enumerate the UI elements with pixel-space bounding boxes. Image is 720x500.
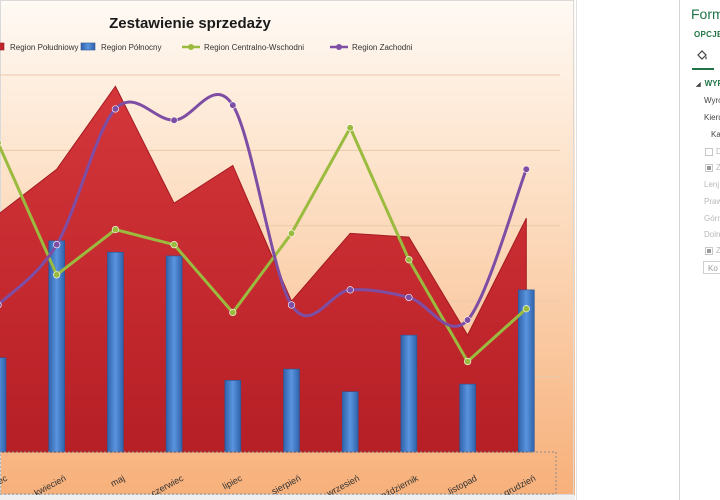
pane-item-direction: Wyro — [704, 96, 720, 105]
legend-label-1: Region Północny — [101, 43, 161, 52]
pane-item-left: Lenj — [704, 180, 720, 189]
point-series-1-3 — [170, 116, 178, 124]
divider — [576, 0, 577, 500]
chart-title: Zestawienie sprzedaży — [109, 15, 271, 32]
bar-region-polnocny-2 — [107, 251, 124, 453]
pane-item-right: Praw — [704, 197, 720, 206]
category-axis-box — [0, 451, 557, 495]
point-series-0-2 — [111, 225, 119, 234]
pane-section-label: WYR — [704, 79, 720, 88]
legend-marker-3 — [336, 44, 342, 50]
point-series-1-1 — [53, 241, 61, 249]
point-series-0-0 — [0, 139, 2, 146]
bar-region-polnocny-4 — [224, 380, 242, 453]
point-series-0-1 — [53, 271, 61, 279]
line-series-layer — [0, 92, 528, 364]
pane-item-direction-2: Kieru — [704, 113, 720, 122]
pane-color-input[interactable]: Ko — [703, 261, 720, 274]
pane-section-header[interactable]: ◢WYR — [696, 79, 720, 88]
point-layer — [0, 101, 530, 366]
pane-item-checkbox-3-label: Z — [716, 246, 720, 255]
point-series-0-8 — [464, 357, 472, 366]
point-series-0-4 — [229, 308, 237, 317]
line-series-1 — [0, 92, 528, 328]
point-series-0-7 — [405, 256, 413, 264]
pane-checkbox-1[interactable] — [705, 148, 713, 156]
pane-checkbox-2[interactable] — [705, 164, 713, 172]
pane-item-top: Górn — [704, 214, 720, 223]
bar-region-polnocny-0 — [0, 357, 7, 453]
pane-checkbox-3[interactable] — [705, 247, 713, 255]
point-series-1-5 — [287, 301, 296, 309]
bar-region-polnocny-7 — [400, 334, 418, 453]
legend-swatch-0 — [0, 42, 5, 51]
category-label-0: ec — [0, 473, 9, 487]
pane-tab-options[interactable]: OPCJE O — [694, 30, 720, 39]
point-series-0-3 — [170, 241, 178, 249]
bar-series-layer — [0, 240, 535, 453]
point-series-1-6 — [346, 286, 354, 294]
pane-title: Form — [691, 6, 720, 22]
bar-region-polnocny-3 — [165, 255, 183, 453]
pane-item-checkbox-2-label: Z — [716, 163, 720, 172]
point-series-1-7 — [405, 293, 413, 302]
format-pane: Form OPCJE O ◢WYR Wyro Kieru Kat D Z Len… — [680, 0, 720, 500]
pane-item-angle: Kat — [711, 130, 720, 139]
pane-item-checkbox-1-label: D — [716, 147, 720, 156]
bar-region-polnocny-8 — [459, 383, 476, 453]
point-series-0-6 — [346, 124, 354, 132]
legend-label-0: Region Południowy — [10, 43, 79, 52]
pane-edge — [679, 0, 680, 500]
sheet-bottom-strip — [0, 495, 575, 500]
pane-tab-underline — [692, 68, 714, 70]
point-series-0-5 — [287, 229, 296, 237]
point-series-1-8 — [464, 316, 472, 324]
point-series-1-9 — [522, 165, 530, 173]
bar-region-polnocny-5 — [283, 368, 300, 453]
paint-bucket-icon[interactable] — [695, 48, 709, 62]
point-series-0-9 — [522, 305, 530, 313]
point-series-1-4 — [229, 101, 237, 109]
bar-region-polnocny-6 — [341, 391, 359, 453]
legend: Region Południowy Region Północny Region C… — [0, 42, 413, 52]
point-series-1-0 — [0, 301, 2, 308]
legend-swatch-1 — [80, 42, 96, 51]
legend-marker-2 — [188, 44, 194, 50]
pane-item-bottom: Doln — [704, 230, 720, 239]
bar-region-polnocny-9 — [517, 289, 535, 453]
line-series-0 — [0, 126, 528, 364]
legend-label-3: Region Zachodni — [352, 43, 413, 52]
chart-area[interactable]: ec kwiecień maj czerwiec lipiec sierpień wrzes… — [0, 0, 575, 495]
legend-label-2: Region Centralno-Wschodni — [204, 43, 304, 52]
collapse-arrow-icon: ◢ — [696, 82, 701, 88]
point-series-1-2 — [111, 105, 119, 113]
chart-svg: ec kwiecień maj czerwiec lipiec sierpień wrzes… — [0, 0, 575, 495]
